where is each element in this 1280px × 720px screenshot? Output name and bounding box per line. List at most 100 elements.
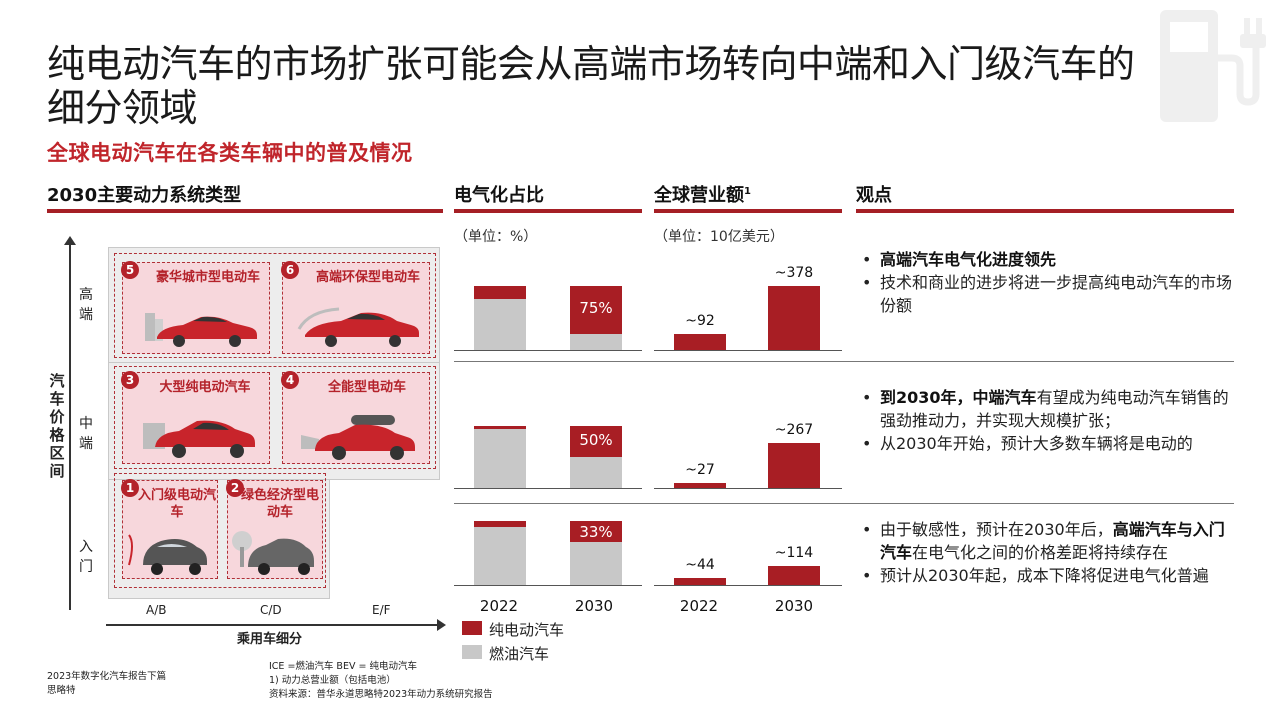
electrification-baseline-high xyxy=(454,350,642,351)
view-high-text-1: 高端汽车电气化进度领先 xyxy=(880,250,1057,269)
group-outline-mid xyxy=(114,366,436,469)
rev-year-2022: 2022 xyxy=(679,597,719,615)
legend-label-ice: 燃油汽车 xyxy=(489,645,550,663)
rev-bar-1-2022 xyxy=(674,483,726,488)
footer-notes: ICE =燃油汽车 BEV = 纯电动汽车 1) 动力总营业额（包括电池） 资料… xyxy=(269,660,493,702)
rev-bar-1-2030 xyxy=(768,442,820,488)
elec-bar-ice-2-2030 xyxy=(570,542,622,585)
view-mid-text-1: 有望成为纯电动汽车销售的强劲推动力，并实现大规模扩张； xyxy=(880,388,1229,430)
car-sedan-icon xyxy=(145,313,257,347)
cell-badge: 5 xyxy=(121,261,139,279)
car-compact-icon xyxy=(128,534,207,575)
group-outline-entry xyxy=(114,473,326,588)
electrification-baseline-entry xyxy=(454,585,642,586)
cell-all-round-ev: 4 全能型电动车 xyxy=(281,371,430,464)
rev-bar-2-2022 xyxy=(674,577,726,585)
cell-label: 全能型电动车 xyxy=(327,380,406,395)
legend-label-bev: 纯电动汽车 xyxy=(489,621,565,639)
elec-bar-ice-1-2022 xyxy=(474,429,526,488)
section-revenue-rule xyxy=(654,209,842,213)
section-electrification-title: 电气化占比 xyxy=(454,185,544,206)
group-outline-high xyxy=(114,253,436,358)
elec-bar-bev-1-2030 xyxy=(570,426,622,457)
x-level-ef: E/F xyxy=(372,603,391,617)
section-revenue-title: 全球营业额1 xyxy=(654,181,751,207)
revenue-unit: （单位：10亿美元） xyxy=(654,229,784,245)
cell-label: 大型纯电动汽车 xyxy=(159,380,251,395)
rev-data-label-0-2030: ~378 xyxy=(774,265,814,281)
cell-large-bev: 3 大型纯电动汽车 xyxy=(121,371,270,464)
rev-data-label-2-2022: ~44 xyxy=(685,556,715,573)
row-separator-2 xyxy=(454,503,1234,504)
elec-data-label-0-2030: 75% xyxy=(579,299,613,317)
cell-label: 入门级电动汽车 xyxy=(137,488,216,520)
view-entry-text-1a: 由于敏感性，预计在2030年后， xyxy=(880,520,1113,539)
rev-data-label-1-2022: ~27 xyxy=(685,462,715,479)
footer-source: 资料来源：普华永道思略特2023年动力系统研究报告 xyxy=(269,689,493,700)
cell-badge: 6 xyxy=(281,261,299,279)
footer-note-1: 1) 动力总营业额（包括电池） xyxy=(269,675,396,686)
legend-swatch-ice xyxy=(462,645,482,659)
x-level-cd: C/D xyxy=(260,603,282,617)
cell-badge: 1 xyxy=(121,479,139,497)
row-separator-1 xyxy=(454,361,1234,362)
elec-year-2022: 2022 xyxy=(479,597,519,615)
electrification-unit: （单位：%） xyxy=(454,229,538,245)
section-powertrain-title: 2030主要动力系统类型 xyxy=(47,185,242,206)
view-mid-bold-2: 中端汽车 xyxy=(972,388,1037,407)
x-axis-title: 乘用车细分 xyxy=(237,632,303,647)
views-high: 高端汽车电气化进度领先 技术和商业的进步将进一步提高纯电动汽车的市场份额 xyxy=(860,248,1240,317)
elec-data-label-2-2030: 33% xyxy=(579,523,613,541)
revenue-footnote-mark: 1 xyxy=(744,186,751,197)
cell-luxury-city-ev: 5 豪华城市型电动车 xyxy=(121,261,270,354)
y-level-entry: 入门 xyxy=(79,539,93,575)
view-entry-bullet-2: 预计从2030年起，成本下降将促进电气化普遍 xyxy=(860,564,1240,587)
x-level-ab: A/B xyxy=(146,603,167,617)
y-axis-line xyxy=(69,240,71,610)
view-mid-bullet-2: 从2030年开始，预计大多数车辆将是电动的 xyxy=(860,432,1240,455)
section-electrification-rule xyxy=(454,209,642,213)
cell-label: 高端环保型电动车 xyxy=(315,270,420,285)
revenue-title-text: 全球营业额 xyxy=(654,185,744,206)
x-axis-line xyxy=(106,624,438,626)
legend-swatch-bev xyxy=(462,621,482,635)
elec-bar-bev-1-2022 xyxy=(474,426,526,430)
cell-label: 绿色经济型电动车 xyxy=(240,488,319,520)
rev-data-label-0-2022: ~92 xyxy=(685,313,715,330)
elec-bar-ice-0-2022 xyxy=(474,298,526,350)
section-views-title: 观点 xyxy=(856,185,892,206)
view-high-bullet-2: 技术和商业的进步将进一步提高纯电动汽车的市场份额 xyxy=(860,271,1240,317)
page-title: 纯电动汽车的市场扩张可能会从高端市场转向中端和入门级汽车的细分领域 xyxy=(47,42,1135,130)
section-powertrain-rule xyxy=(47,209,443,213)
cell-entry-ev: 1 入门级电动汽车 xyxy=(121,479,218,579)
revenue-baseline-mid xyxy=(654,488,842,489)
elec-bar-ice-1-2030 xyxy=(570,457,622,488)
elec-data-label-1-2030: 50% xyxy=(579,430,613,449)
view-entry-bullet-1: 由于敏感性，预计在2030年后，高端汽车与入门汽车在电气化之间的价格差距将持续存… xyxy=(860,518,1240,564)
rev-bar-0-2030 xyxy=(768,286,820,350)
page-subtitle: 全球电动汽车在各类车辆中的普及情况 xyxy=(47,141,413,165)
electrification-baseline-mid xyxy=(454,488,642,489)
y-level-high: 高端 xyxy=(79,287,93,323)
views-mid: 到2030年，中端汽车有望成为纯电动汽车销售的强劲推动力，并实现大规模扩张； 从… xyxy=(860,386,1240,455)
footer-report-name: 2023年数字化汽车报告下篇 xyxy=(47,671,167,682)
elec-bar-bev-2-2022 xyxy=(474,521,526,528)
elec-bar-ice-2-2022 xyxy=(474,527,526,585)
fuel-pump-icon xyxy=(1160,10,1266,122)
view-entry-text-1b: 在电气化之间的价格差距将持续存在 xyxy=(912,543,1169,562)
car-roofbox-icon xyxy=(301,415,415,460)
cell-green-economy-ev: 2 绿色经济型电动车 xyxy=(226,479,323,579)
footer-brand: 思略特 xyxy=(47,685,76,696)
cell-badge: 2 xyxy=(226,479,244,497)
cell-label: 豪华城市型电动车 xyxy=(155,270,260,285)
elec-year-2030: 2030 xyxy=(574,597,614,615)
car-hatchback-icon xyxy=(232,531,314,575)
elec-bar-ice-0-2030 xyxy=(570,334,622,350)
footer-abbrev: ICE =燃油汽车 BEV = 纯电动汽车 xyxy=(269,661,417,672)
revenue-baseline-entry xyxy=(654,585,842,586)
views-entry: 由于敏感性，预计在2030年后，高端汽车与入门汽车在电气化之间的价格差距将持续存… xyxy=(860,518,1240,587)
rev-year-2030: 2030 xyxy=(774,597,814,615)
y-level-mid: 中端 xyxy=(79,416,93,452)
view-mid-bullet-1: 到2030年，中端汽车有望成为纯电动汽车销售的强劲推动力，并实现大规模扩张； xyxy=(860,386,1240,432)
rev-bar-0-2022 xyxy=(674,334,726,350)
